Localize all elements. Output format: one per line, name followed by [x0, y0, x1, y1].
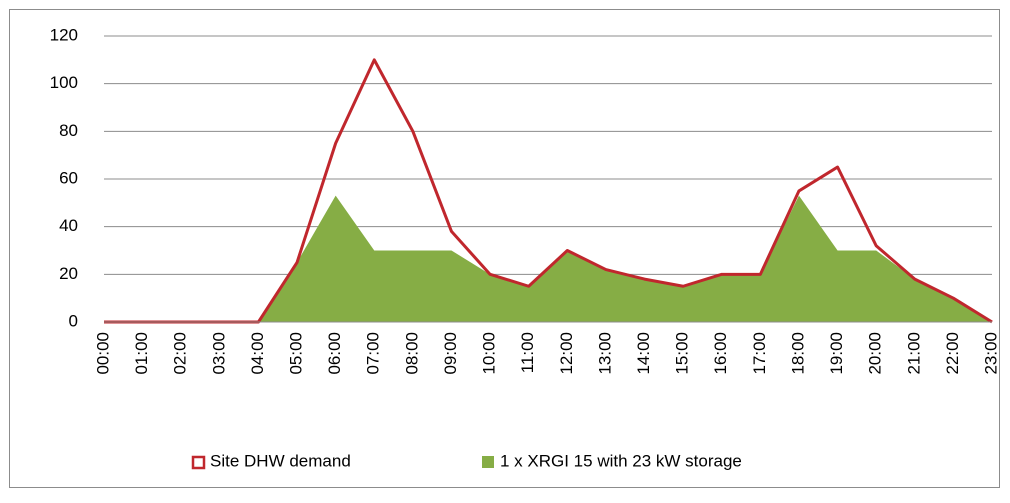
x-tick-label: 17:00 — [750, 332, 769, 375]
x-tick-label: 02:00 — [171, 332, 190, 375]
x-tick-label: 12:00 — [557, 332, 576, 375]
area — [104, 195, 992, 322]
x-tick-label: 11:00 — [518, 332, 537, 373]
x-tick-label: 13:00 — [595, 332, 614, 375]
x-tick-label: 18:00 — [788, 332, 807, 375]
x-tick-label: 16:00 — [711, 332, 730, 375]
chart-frame — [9, 9, 1000, 488]
y-tick-label: 100 — [50, 73, 78, 92]
legend-swatch — [482, 456, 494, 468]
x-tick-label: 03:00 — [209, 332, 228, 375]
x-tick-label: 19:00 — [827, 332, 846, 375]
x-tick-label: 14:00 — [634, 332, 653, 375]
legend-label: 1 x XRGI 15 with 23 kW storage — [500, 451, 742, 470]
x-tick-label: 04:00 — [248, 332, 267, 375]
x-tick-label: 07:00 — [364, 332, 383, 375]
legend-swatch — [191, 455, 206, 470]
legend-label: Site DHW demand — [210, 451, 351, 470]
y-tick-label: 120 — [50, 25, 78, 44]
x-tick-label: 15:00 — [673, 332, 692, 375]
y-tick-label: 60 — [59, 168, 78, 187]
x-tick-label: 22:00 — [943, 332, 962, 375]
x-tick-label: 21:00 — [904, 332, 923, 375]
y-tick-label: 80 — [59, 121, 78, 140]
x-tick-label: 23:00 — [981, 332, 1000, 375]
x-tick-label: 08:00 — [402, 332, 421, 375]
x-tick-label: 00:00 — [93, 332, 112, 375]
x-tick-label: 10:00 — [480, 332, 499, 375]
y-tick-label: 40 — [59, 216, 78, 235]
y-tick-label: 0 — [69, 311, 78, 330]
x-tick-label: 20:00 — [866, 332, 885, 375]
x-tick-label: 01:00 — [132, 332, 151, 375]
y-tick-label: 20 — [59, 264, 78, 283]
x-tick-label: 05:00 — [287, 332, 306, 375]
x-tick-label: 06:00 — [325, 332, 344, 375]
x-tick-label: 09:00 — [441, 332, 460, 375]
